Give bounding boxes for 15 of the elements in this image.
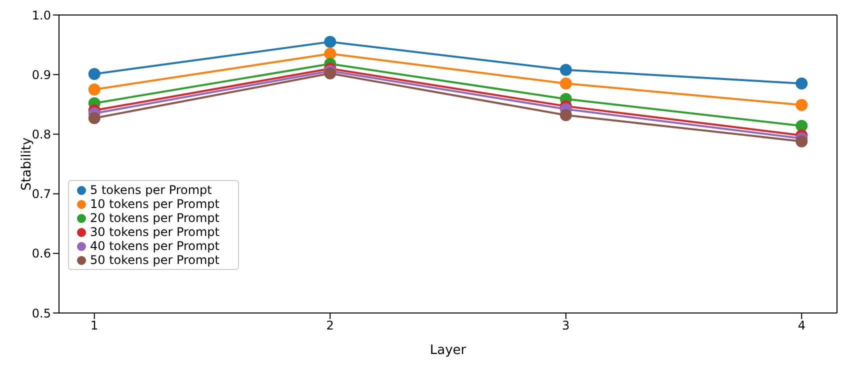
legend-label: 40 tokens per Prompt <box>90 239 220 253</box>
y-tick-label: 0.5 <box>32 306 51 320</box>
x-axis-title: Layer <box>430 343 467 358</box>
legend-label: 20 tokens per Prompt <box>90 211 220 225</box>
x-tick-label: 3 <box>562 318 570 333</box>
y-tick-label: 0.6 <box>32 246 51 261</box>
legend-label: 10 tokens per Prompt <box>90 197 220 211</box>
y-tick-label: 0.9 <box>32 68 51 82</box>
x-tick-label: 4 <box>798 318 806 333</box>
x-tick-label: 1 <box>90 318 98 333</box>
x-tick-label: 2 <box>326 318 334 333</box>
legend-label: 30 tokens per Prompt <box>90 225 220 239</box>
legend-label: 50 tokens per Prompt <box>90 253 220 267</box>
legend-label: 5 tokens per Prompt <box>90 183 212 197</box>
y-tick-label: 1.0 <box>32 8 51 22</box>
